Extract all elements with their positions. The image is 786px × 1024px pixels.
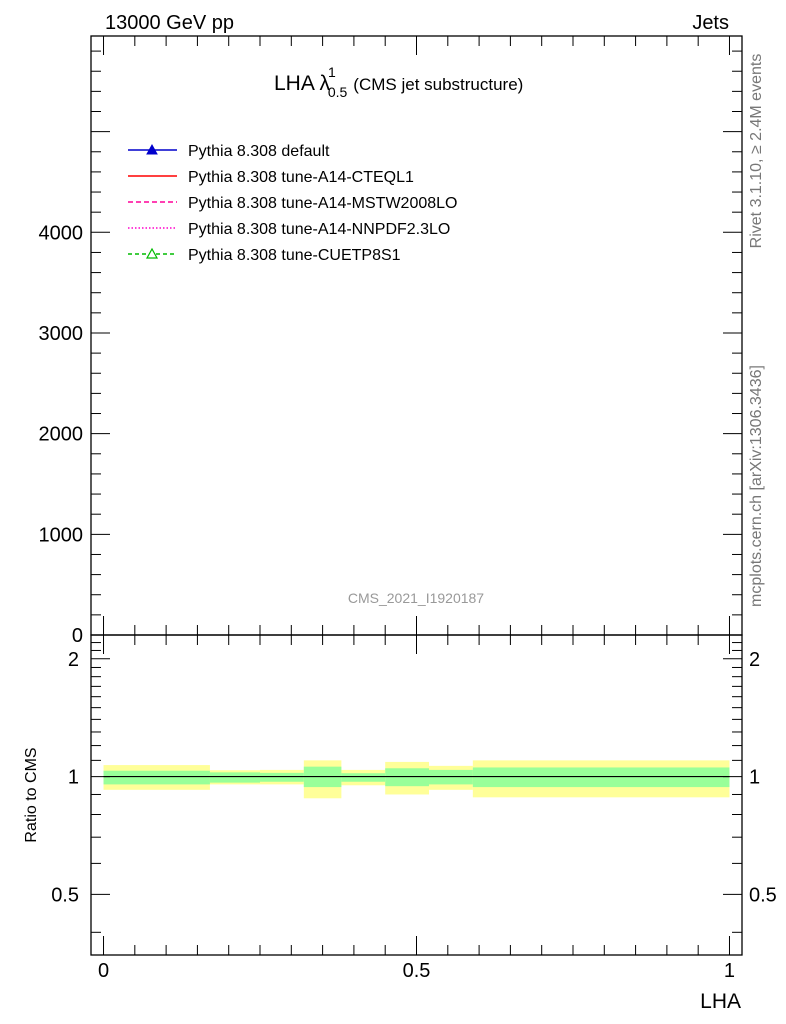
chart-title-suffix: (CMS jet substructure): [353, 75, 523, 94]
legend-entry: Pythia 8.308 tune-CUETP8S1: [128, 247, 401, 264]
main-panel-frame: [90, 35, 743, 636]
legend-label: Pythia 8.308 tune-A14-MSTW2008LO: [188, 195, 457, 212]
main-panel: 0 1000 2000 3000 4000 LHA λ1 0.5 (CMS jet subs…: [39, 35, 743, 647]
main-y-tick-label: 3000: [39, 323, 84, 345]
ratio-bands: [103, 760, 730, 799]
rivet-version-label: Rivet 3.1.10, ≥ 2.4M events: [748, 54, 765, 249]
x-tick-label: 0: [98, 960, 109, 982]
legend: Pythia 8.308 default Pythia 8.308 tune-A1…: [128, 143, 457, 264]
ratio-inner-band: [472, 767, 730, 788]
legend-label: Pythia 8.308 tune-A14-NNPDF2.3LO: [188, 221, 450, 238]
ratio-inner-band: [260, 772, 304, 782]
energy-label: 13000 GeV pp: [105, 12, 234, 34]
ratio-x-axis: 0 0.5 1: [98, 36, 735, 982]
legend-entry: Pythia 8.308 tune-A14-NNPDF2.3LO: [128, 221, 450, 238]
ratio-y-tick-label: 2: [68, 649, 79, 671]
legend-entry: Pythia 8.308 tune-A14-MSTW2008LO: [128, 195, 457, 212]
legend-marker-icon: [145, 247, 159, 259]
ratio-y-axis: 0.5 0.5 1 1 2 2: [51, 642, 777, 933]
main-y-tick-label: 0: [72, 625, 83, 647]
ratio-inner-band: [385, 768, 430, 787]
ratio-y-axis-label: Ratio to CMS: [23, 747, 40, 842]
x-tick-label: 0.5: [403, 960, 431, 982]
legend-label: Pythia 8.308 default: [188, 143, 330, 160]
mcplots-label: mcplots.cern.ch [arXiv:1306.3436]: [748, 365, 765, 607]
x-axis-label: LHA: [700, 990, 741, 1013]
legend-label: Pythia 8.308 tune-CUETP8S1: [188, 247, 401, 264]
chart-title-main: LHA λ: [274, 72, 331, 95]
legend-marker-icon: [146, 143, 158, 155]
legend-entry: Pythia 8.308 tune-A14-CTEQL1: [128, 169, 414, 186]
ratio-panel: 0.5 0.51 12 2 0 0.5 1 Ratio to CMS LHA: [23, 36, 777, 1013]
main-y-tick-label: 1000: [39, 524, 84, 546]
x-tick-label: 1: [724, 960, 735, 982]
analysis-watermark: CMS_2021_I1920187: [348, 590, 484, 606]
legend-entry: Pythia 8.308 default: [128, 143, 330, 160]
legend-label: Pythia 8.308 tune-A14-CTEQL1: [188, 169, 414, 186]
chart-title-sup: 1: [328, 64, 336, 80]
chart-title: LHA λ1 0.5 (CMS jet substructure): [274, 64, 523, 100]
chart-title-sub: 0.5: [328, 84, 348, 100]
ratio-inner-band: [209, 772, 261, 783]
main-y-axis: 0 1000 2000 3000 4000: [39, 50, 742, 647]
ratio-y-tick-label-right: 1: [749, 767, 760, 789]
ratio-y-tick-label-right: 2: [749, 649, 760, 671]
ratio-inner-band: [341, 773, 386, 782]
ratio-y-tick-label: 0.5: [51, 884, 79, 906]
main-y-tick-label: 4000: [39, 222, 84, 244]
main-y-tick-label: 2000: [39, 424, 84, 446]
process-label: Jets: [692, 12, 729, 34]
ratio-inner-band: [103, 770, 210, 785]
ratio-y-tick-label-right: 0.5: [749, 884, 777, 906]
ratio-y-tick-label: 1: [68, 767, 79, 789]
